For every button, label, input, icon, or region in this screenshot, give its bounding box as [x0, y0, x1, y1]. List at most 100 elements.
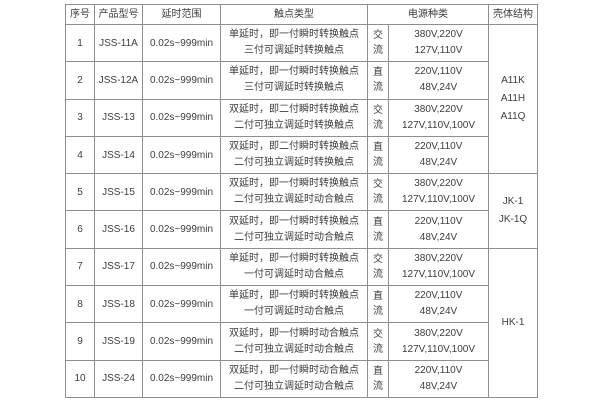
- contact-line-2: 二付可独立调延时动合触点: [234, 343, 354, 355]
- voltage-line-1: 380V,220V: [414, 178, 463, 190]
- contact-line-2: 二付可独立调延时转换触点: [234, 119, 354, 131]
- current-char-1: 交: [373, 179, 383, 191]
- current-char-2: 流: [373, 231, 383, 243]
- cell-contact-type: 双延时，即一付瞬时动合触点 二付可独立调延时动合触点: [220, 359, 368, 398]
- cell-voltages: 380V,220V 127V,110V,100V: [388, 247, 489, 287]
- cell-contact-type: 单延时，即一付瞬时转换触点 三付可调延时转换触点: [220, 23, 368, 63]
- contact-line-2: 二付可独立调延时动合触点: [234, 380, 354, 392]
- table-row: 7 JSS-17 0.02s~999min 单延时，即一付瞬时转换触点 一付可调…: [65, 247, 538, 398]
- table-row: 4 JSS-14 0.02s~999min 双延时，即二付瞬时转换触点 二付可独…: [65, 135, 538, 175]
- voltage-line-2: 48V,24V: [419, 82, 458, 94]
- cell-contact-type: 双延时，即一付瞬时转换触点 二付可独立调延时动合触点: [220, 173, 368, 212]
- voltage-line-2: 48V,24V: [419, 231, 458, 243]
- cell-voltages: 220V,110V 48V,24V: [388, 210, 489, 249]
- voltage-line-1: 220V,110V: [414, 364, 463, 376]
- header-model: 产品型号: [94, 4, 143, 25]
- cell-contact-type: 单延时，即一付瞬时转换触点 一付可调延时动合触点: [220, 247, 368, 287]
- current-char-1: 直: [373, 216, 383, 228]
- current-char-1: 交: [373, 253, 383, 265]
- cell-delay: 0.02s~999min: [142, 285, 221, 324]
- cell-delay: 0.02s~999min: [142, 135, 221, 175]
- contact-line-2: 一付可调延时动合触点: [244, 306, 344, 318]
- cell-delay: 0.02s~999min: [142, 98, 221, 137]
- cell-delay: 0.02s~999min: [142, 359, 221, 398]
- current-char-1: 交: [373, 328, 383, 340]
- contact-line-2: 三付可调延时转换触点: [244, 45, 344, 57]
- cell-model: JSS-13: [94, 98, 143, 137]
- contact-line-1: 单延时，即一付瞬时转换触点: [229, 252, 359, 264]
- cell-current-kind: 直 流: [367, 135, 389, 175]
- cell-index: 1: [65, 23, 95, 63]
- cell-current-kind: 直 流: [367, 210, 389, 249]
- cell-contact-type: 双延时，即一付瞬时转换触点 二付可独立调延时动合触点: [220, 210, 368, 249]
- current-char-1: 直: [373, 142, 383, 154]
- cell-voltages: 380V,220V 127V,110V,100V: [388, 322, 489, 361]
- cell-index: 8: [65, 285, 95, 324]
- cell-contact-type: 双延时，即二付瞬时转换触点 二付可独立调延时转换触点: [220, 98, 368, 137]
- voltage-line-1: 380V,220V: [414, 252, 463, 264]
- cell-contact-type: 双延时，即二付瞬时转换触点 二付可独立调延时转换触点: [220, 135, 368, 175]
- contact-line-1: 双延时，即一付瞬时动合触点: [229, 327, 359, 339]
- header-row: 序号 产品型号 延时范围 触点类型 电源种类 壳体结构: [65, 4, 538, 25]
- shell-line-1: JK-1: [502, 195, 524, 207]
- current-char-2: 流: [373, 343, 383, 355]
- current-char-1: 直: [373, 67, 383, 79]
- cell-voltages: 220V,110V 48V,24V: [388, 359, 489, 398]
- header-delay: 延时范围: [142, 4, 221, 25]
- table-row: 6 JSS-16 0.02s~999min 双延时，即一付瞬时转换触点 二付可独…: [65, 210, 538, 249]
- voltage-line-2: 48V,24V: [419, 306, 458, 318]
- current-char-2: 流: [373, 157, 383, 169]
- cell-shell-structure: HK-1: [488, 247, 538, 398]
- voltage-line-2: 48V,24V: [419, 157, 458, 169]
- cell-current-kind: 交 流: [367, 173, 389, 212]
- contact-line-2: 一付可调延时动合触点: [244, 268, 344, 280]
- table-row: 8 JSS-18 0.02s~999min 单延时，即一付瞬时转换触点 一付可调…: [65, 285, 538, 324]
- cell-current-kind: 直 流: [367, 61, 389, 100]
- product-spec-table: 序号 产品型号 延时范围 触点类型 电源种类 壳体结构 1 JSS-11A 0.…: [65, 4, 538, 398]
- cell-model: JSS-18: [94, 285, 143, 324]
- contact-line-2: 二付可独立调延时转换触点: [234, 157, 354, 169]
- cell-model: JSS-17: [94, 247, 143, 287]
- cell-index: 3: [65, 98, 95, 137]
- voltage-line-1: 220V,110V: [414, 66, 463, 78]
- cell-delay: 0.02s~999min: [142, 210, 221, 249]
- cell-voltages: 220V,110V 48V,24V: [388, 135, 489, 175]
- current-char-2: 流: [373, 306, 383, 318]
- cell-current-kind: 交 流: [367, 23, 389, 63]
- cell-model: JSS-11A: [94, 23, 143, 63]
- header-index: 序号: [65, 4, 95, 25]
- contact-line-1: 单延时，即一付瞬时转换触点: [229, 290, 359, 302]
- voltage-line-2: 127V,110V,100V: [401, 268, 476, 280]
- voltage-line-1: 220V,110V: [414, 141, 463, 153]
- voltage-line-2: 127V,110V,100V: [401, 119, 476, 131]
- cell-model: JSS-12A: [94, 61, 143, 100]
- cell-delay: 0.02s~999min: [142, 247, 221, 287]
- cell-shell-structure: A11K A11H A11Q: [488, 23, 538, 175]
- current-char-2: 流: [373, 119, 383, 131]
- voltage-line-1: 380V,220V: [414, 103, 463, 115]
- voltage-line-1: 220V,110V: [414, 215, 463, 227]
- cell-current-kind: 交 流: [367, 98, 389, 137]
- current-char-2: 流: [373, 82, 383, 94]
- shell-line-3: A11Q: [500, 111, 526, 123]
- table-row: 9 JSS-19 0.02s~999min 双延时，即一付瞬时动合触点 二付可独…: [65, 322, 538, 361]
- cell-current-kind: 交 流: [367, 322, 389, 361]
- cell-delay: 0.02s~999min: [142, 173, 221, 212]
- cell-voltages: 380V,220V 127V,110V,100V: [388, 173, 489, 212]
- shell-line-1: A11K: [501, 75, 525, 87]
- voltage-line-1: 220V,110V: [414, 290, 463, 302]
- current-char-1: 交: [373, 30, 383, 42]
- cell-delay: 0.02s~999min: [142, 322, 221, 361]
- cell-contact-type: 单延时，即一付瞬时转换触点 一付可调延时动合触点: [220, 285, 368, 324]
- current-char-2: 流: [373, 45, 383, 57]
- header-contact: 触点类型: [220, 4, 368, 25]
- cell-model: JSS-14: [94, 135, 143, 175]
- cell-model: JSS-19: [94, 322, 143, 361]
- voltage-line-2: 127V,110V: [414, 45, 463, 57]
- contact-line-2: 二付可独立调延时动合触点: [234, 194, 354, 206]
- header-power: 电源种类: [367, 4, 489, 25]
- cell-contact-type: 单延时，即一付瞬时转换触点 三付可调延时转换触点: [220, 61, 368, 100]
- contact-line-1: 双延时，即二付瞬时转换触点: [229, 141, 359, 153]
- cell-shell-structure: JK-1 JK-1Q: [488, 173, 538, 249]
- cell-contact-type: 双延时，即一付瞬时动合触点 二付可独立调延时动合触点: [220, 322, 368, 361]
